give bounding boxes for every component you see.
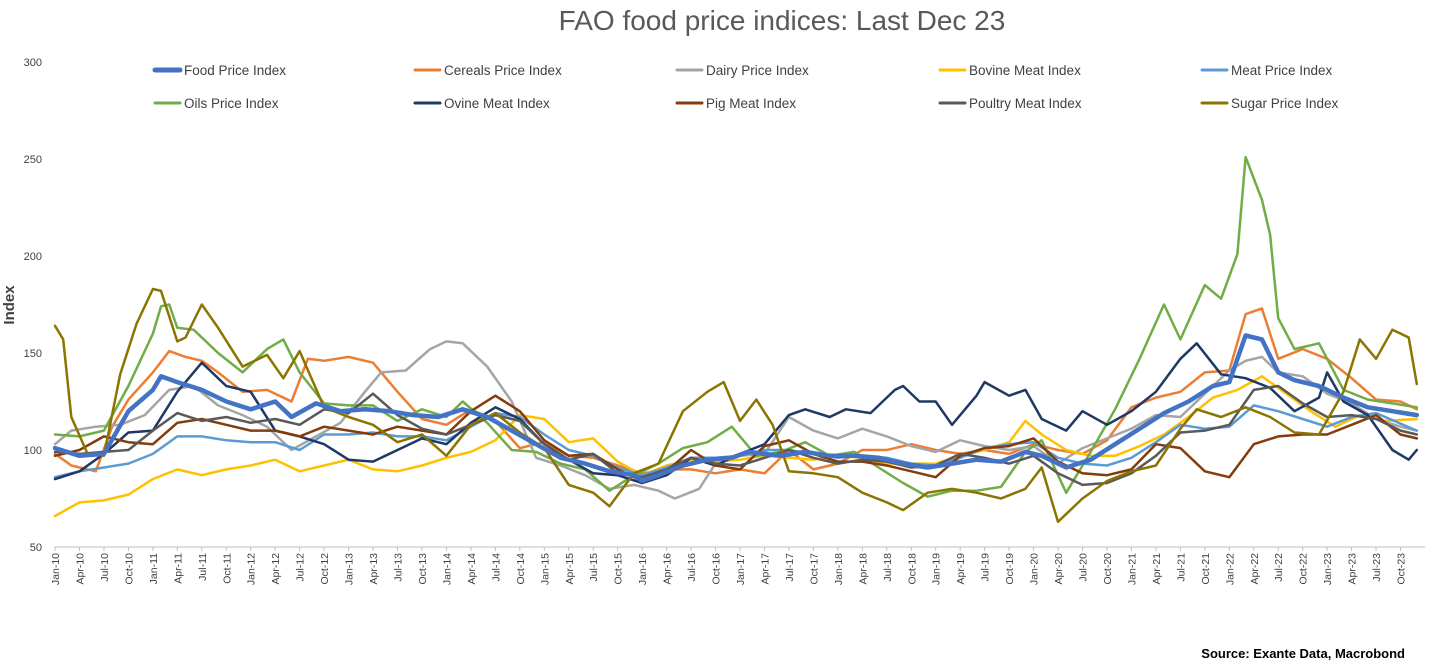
legend-item: Ovine Meat Index	[413, 96, 550, 111]
legend-label: Dairy Price Index	[706, 63, 809, 78]
x-tick-label: Apr-14	[466, 553, 478, 585]
x-tick-label: Oct-13	[417, 553, 429, 585]
x-tick-label: Jul-11	[197, 553, 209, 581]
x-tick-label: Oct-19	[1004, 553, 1016, 585]
series-line-poultry-meat-index	[53, 384, 1419, 487]
x-tick-label: Apr-11	[172, 553, 184, 584]
x-tick-label: Apr-10	[74, 553, 86, 585]
x-tick-label: Apr-12	[270, 553, 282, 585]
y-tick-label: 150	[24, 348, 42, 360]
x-tick-label: Jan-17	[735, 553, 747, 585]
x-tick-label: Oct-15	[613, 553, 625, 585]
y-tick-label: 300	[24, 57, 42, 69]
legend-item: Cereals Price Index	[413, 63, 562, 78]
x-tick-label: Jul-10	[99, 553, 111, 582]
x-tick-label: Apr-22	[1249, 553, 1261, 585]
x-tick-label: Jan-16	[637, 553, 649, 585]
x-tick-label: Oct-16	[711, 553, 723, 585]
x-tick-label: Jul-20	[1078, 553, 1090, 582]
x-tick-label: Oct-17	[808, 553, 820, 585]
x-tick-label: Jul-12	[295, 553, 307, 582]
series-line-cereals-price-index	[53, 307, 1419, 475]
x-tick-label: Apr-13	[368, 553, 380, 585]
x-tick-label: Oct-18	[906, 553, 918, 585]
x-tick-label: Jul-16	[686, 553, 698, 582]
x-tick-label: Oct-11	[221, 553, 233, 584]
x-tick-label: Jul-15	[588, 553, 600, 582]
x-tick-label: Oct-20	[1102, 553, 1114, 585]
x-tick-label: Jul-18	[882, 553, 894, 582]
legend-label: Sugar Price Index	[1231, 96, 1339, 111]
legend-label: Meat Price Index	[1231, 63, 1333, 78]
plot-area	[52, 155, 1420, 524]
x-tick-label: Apr-17	[759, 553, 771, 585]
series-line-ovine-meat-index	[53, 342, 1419, 485]
x-tick-label: Jan-20	[1029, 553, 1041, 585]
x-tick-label: Jan-23	[1322, 553, 1334, 585]
x-tick-label: Jan-22	[1224, 553, 1236, 585]
x-tick-label: Jan-14	[441, 553, 453, 585]
x-tick-label: Apr-15	[564, 553, 576, 585]
legend-item: Meat Price Index	[1200, 63, 1333, 78]
legend-label: Oils Price Index	[184, 96, 279, 111]
x-tick-label: Jul-23	[1371, 553, 1383, 582]
x-tick-label: Jul-19	[980, 553, 992, 582]
x-tick-label: Jan-10	[50, 553, 62, 585]
x-tick-label: Jan-19	[931, 553, 943, 585]
x-tick-label: Apr-21	[1151, 553, 1163, 585]
y-axis-label: Index	[1, 285, 18, 325]
series-line-pig-meat-index	[53, 394, 1419, 483]
x-tick-label: Jan-13	[344, 553, 356, 585]
x-tick-label: Jul-22	[1273, 553, 1285, 582]
x-tick-label: Apr-20	[1053, 553, 1065, 585]
legend-label: Bovine Meat Index	[969, 63, 1081, 78]
legend-label: Poultry Meat Index	[969, 96, 1082, 111]
legend-label: Pig Meat Index	[706, 96, 796, 111]
x-tick-label: Apr-18	[857, 553, 869, 585]
legend-label: Cereals Price Index	[444, 63, 562, 78]
x-tick-label: Oct-12	[319, 553, 331, 585]
source-note: Source: Exante Data, Macrobond	[1201, 646, 1405, 661]
legend: Food Price Index Cereals Price Index Dairy…	[152, 63, 1339, 111]
y-tick-label: 200	[24, 251, 42, 263]
x-tick-label: Jul-21	[1175, 553, 1187, 582]
chart-title: FAO food price indices: Last Dec 23	[559, 5, 1006, 36]
y-axis-ticks: 50 100 150 200 250 300	[24, 57, 42, 554]
x-tick-label: Jul-13	[393, 553, 405, 582]
x-tick-label: Jan-18	[833, 553, 845, 585]
x-tick-label: Apr-16	[662, 553, 674, 585]
x-tick-label: Jul-14	[490, 553, 502, 582]
legend-item: Sugar Price Index	[1200, 96, 1339, 111]
x-tick-label: Oct-23	[1396, 553, 1408, 585]
legend-item: Poultry Meat Index	[938, 96, 1082, 111]
series-line-food-price-index	[52, 333, 1420, 484]
x-tick-label: Oct-10	[123, 553, 135, 585]
legend-label: Ovine Meat Index	[444, 96, 550, 111]
x-tick-label: Jul-17	[784, 553, 796, 582]
legend-item: Food Price Index	[152, 63, 286, 78]
series-line-oils-price-index	[53, 155, 1419, 498]
x-tick-label: Jan-21	[1126, 553, 1138, 585]
legend-label: Food Price Index	[184, 63, 286, 78]
y-tick-label: 250	[24, 154, 42, 166]
legend-item: Pig Meat Index	[675, 96, 796, 111]
x-tick-label: Apr-23	[1347, 553, 1359, 585]
x-tick-label: Jan-12	[246, 553, 258, 585]
legend-item: Oils Price Index	[153, 96, 279, 111]
x-tick-label: Oct-14	[515, 553, 527, 585]
x-tick-label: Oct-22	[1298, 553, 1310, 585]
x-tick-label: Jan-15	[539, 553, 551, 585]
x-axis-ticks: Jan-10 Apr-10 Jul-10 Oct-10 Jan-11 Apr-11 Jul-…	[50, 547, 1408, 585]
series-line-sugar-price-index	[53, 287, 1419, 524]
y-tick-label: 50	[30, 542, 42, 554]
legend-item: Bovine Meat Index	[938, 63, 1081, 78]
y-tick-label: 100	[24, 445, 42, 457]
x-tick-label: Apr-19	[955, 553, 967, 585]
x-tick-label: Jan-11	[148, 553, 160, 584]
series-line-bovine-meat-index	[53, 375, 1419, 518]
x-tick-label: Oct-21	[1200, 553, 1212, 585]
legend-item: Dairy Price Index	[675, 63, 809, 78]
